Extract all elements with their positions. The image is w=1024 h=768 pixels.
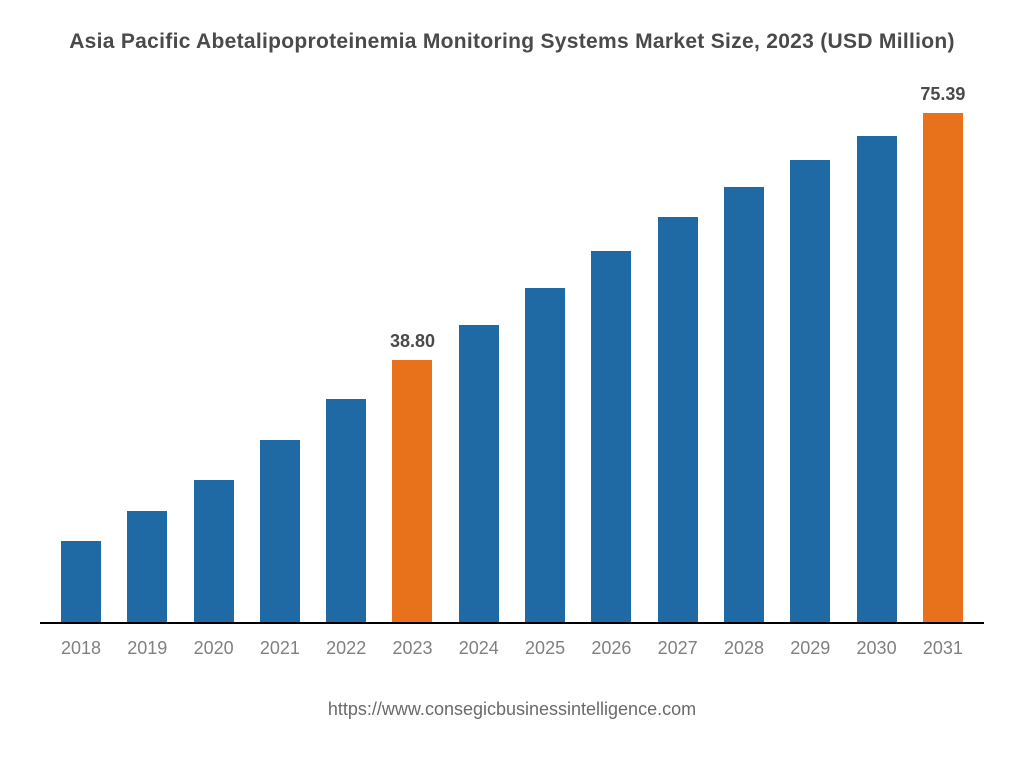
chart-area: 38.80 75.39 [40,84,984,624]
bar-wrap [315,399,377,622]
x-axis-label: 2023 [381,638,443,659]
bar-wrap [50,541,112,622]
bar-wrap: 38.80 [381,331,443,622]
x-axis-label: 2028 [713,638,775,659]
x-axis-label: 2021 [249,638,311,659]
bar [923,113,963,622]
bar [525,288,565,622]
x-axis-label: 2030 [846,638,908,659]
bars-group: 38.80 75.39 [40,84,984,622]
bar [326,399,366,622]
bar [790,160,830,622]
bar-data-label: 38.80 [390,331,435,352]
x-axis-label: 2022 [315,638,377,659]
bar [392,360,432,622]
bar [260,440,300,622]
bar [591,251,631,622]
bar-wrap [249,440,311,622]
bar-wrap: 75.39 [912,84,974,622]
bar-wrap [448,325,510,622]
x-axis-label: 2024 [448,638,510,659]
bar-data-label: 75.39 [920,84,965,105]
bar-wrap [647,217,709,622]
x-axis-label: 2029 [779,638,841,659]
bar-wrap [846,136,908,622]
bar [658,217,698,622]
x-axis-labels: 2018201920202021202220232024202520262027… [40,624,984,659]
bar [61,541,101,622]
x-axis-label: 2031 [912,638,974,659]
x-axis-label: 2020 [183,638,245,659]
x-axis-label: 2018 [50,638,112,659]
bar [724,187,764,622]
x-axis-label: 2019 [116,638,178,659]
chart-title: Asia Pacific Abetalipoproteinemia Monito… [40,30,984,54]
footer-text: https://www.consegicbusinessintelligence… [40,699,984,720]
bar-wrap [779,160,841,622]
x-axis-label: 2027 [647,638,709,659]
bar-wrap [713,187,775,622]
x-axis-label: 2026 [580,638,642,659]
bar [194,480,234,622]
bar [127,511,167,622]
bar [857,136,897,622]
x-axis-label: 2025 [514,638,576,659]
bar [459,325,499,622]
bar-wrap [514,288,576,622]
chart-container: Asia Pacific Abetalipoproteinemia Monito… [0,0,1024,768]
bar-wrap [183,480,245,622]
bar-wrap [116,511,178,622]
bar-wrap [580,251,642,622]
